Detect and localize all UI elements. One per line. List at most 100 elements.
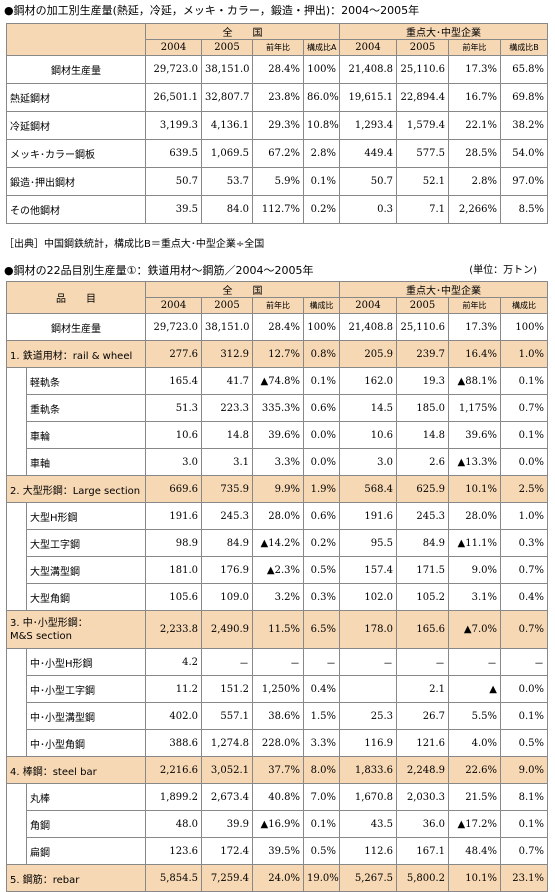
table-row: その他鋼材 39.5 84.0 112.7% 0.2% 0.3 7.1 2,266% 8.5%	[6, 195, 548, 224]
value-cell: 1.5%	[303, 702, 340, 730]
table-row: 大型角鋼 105.6 109.0 3.2% 0.3% 102.0 105.2 3.1% 0.4%	[6, 583, 548, 611]
column-header: 前年比	[448, 39, 501, 56]
value-cell: 22.1%	[448, 111, 501, 140]
value-cell: 65.8%	[500, 55, 548, 84]
key-enterprise-group-header: 重点大･中型企業	[339, 23, 548, 40]
value-cell: 98.9	[145, 529, 202, 557]
value-cell: 17.3%	[448, 55, 501, 84]
category-label: 1. 鉄道用材：rail & wheel	[6, 340, 146, 368]
value-cell: 1.9%	[303, 475, 340, 503]
column-header: 構成比B	[500, 39, 548, 56]
value-cell: 10.6	[145, 421, 202, 449]
value-cell: 7.0%	[303, 783, 340, 811]
value-cell: 19.0%	[303, 864, 340, 892]
value-cell: ▲88.1%	[448, 367, 501, 395]
row-label: 中･小型H形鋼	[26, 648, 146, 676]
value-cell: 52.1	[396, 167, 449, 196]
value-cell: 48.0	[145, 810, 202, 838]
value-cell: 32,807.7	[201, 83, 253, 112]
value-cell: －	[500, 648, 548, 676]
row-label: 中･小型工字鋼	[26, 675, 146, 703]
table-row: 中･小型角鋼 388.6 1,274.8 228.0% 3.3% 116.9 121.6 4.…	[6, 729, 548, 757]
value-cell: 25,110.6	[396, 313, 449, 341]
value-cell: 112.6	[339, 837, 397, 865]
row-label: 中･小型溝型鋼	[26, 702, 146, 730]
value-cell: ▲17.2%	[448, 810, 501, 838]
value-cell: 48.4%	[448, 837, 501, 865]
column-header: 2005	[396, 297, 449, 314]
table-row: 鋼材生産量 29,723.0 38,151.0 28.4% 100% 21,408.8 25…	[6, 55, 548, 84]
value-cell: 1,293.4	[339, 111, 397, 140]
value-cell: 3,052.1	[201, 756, 253, 784]
value-cell: ▲16.9%	[252, 810, 304, 838]
value-cell: 0.7%	[500, 837, 548, 865]
value-cell: 38.2%	[500, 111, 548, 140]
indent-cell	[6, 648, 27, 676]
value-cell: 577.5	[396, 139, 449, 168]
value-cell: 38.6%	[252, 702, 304, 730]
row-label: 車軸	[26, 448, 146, 476]
source-note: ［出典］中国鋼鉄統計，構成比B＝重点大･中型企業÷全国	[4, 239, 265, 250]
value-cell: 39.6%	[252, 421, 304, 449]
value-cell: 84.9	[396, 529, 449, 557]
value-cell: 0.1%	[500, 702, 548, 730]
value-cell: 11.2	[145, 675, 202, 703]
row-label: 扁鋼	[26, 837, 146, 865]
indent-cell	[6, 675, 27, 703]
column-header: 2004	[145, 297, 202, 314]
table-row: 丸棒 1,899.2 2,673.4 40.8% 7.0% 1,670.8 2,030.3 2…	[6, 783, 548, 811]
value-cell: 157.4	[339, 556, 397, 584]
indent-cell	[6, 729, 27, 757]
value-cell: 228.0%	[252, 729, 304, 757]
column-header: 2005	[396, 39, 449, 56]
value-cell: 5.5%	[448, 702, 501, 730]
value-cell: 1,250%	[252, 675, 304, 703]
table-row: 冷延鋼材 3,199.3 4,136.1 29.3% 10.8% 1,293.4 1,579…	[6, 111, 548, 140]
value-cell: 19.3	[396, 367, 449, 395]
row-label: 鋼材生産量	[6, 313, 146, 341]
value-cell: 21.5%	[448, 783, 501, 811]
value-cell: 29,723.0	[145, 313, 202, 341]
indent-cell	[6, 367, 27, 395]
value-cell: 151.2	[201, 675, 253, 703]
item-header: 品 目	[6, 281, 146, 314]
value-cell: ▲11.1%	[448, 529, 501, 557]
value-cell: 669.6	[145, 475, 202, 503]
table-row: 中･小型溝型鋼 402.0 557.1 38.6% 1.5% 25.3 26.7 5.5% 0.…	[6, 702, 548, 730]
value-cell: 2,266%	[448, 195, 501, 224]
value-cell: 21,408.8	[339, 55, 397, 84]
value-cell: 121.6	[396, 729, 449, 757]
value-cell: 0.1%	[303, 167, 340, 196]
value-cell: 1,069.5	[201, 139, 253, 168]
column-header: 2004	[339, 297, 397, 314]
national-group-header: 全 国	[145, 281, 340, 298]
value-cell: 3.1	[201, 448, 253, 476]
value-cell: 1,670.8	[339, 783, 397, 811]
value-cell: 165.6	[396, 610, 449, 649]
value-cell: 388.6	[145, 729, 202, 757]
table-row: 角鋼 48.0 39.9 ▲16.9% 0.1% 43.5 36.0 ▲17.2% 0.1%	[6, 810, 548, 838]
value-cell: 3.2%	[252, 583, 304, 611]
value-cell: 2,490.9	[201, 610, 253, 649]
indent-cell	[6, 394, 27, 422]
value-cell: 102.0	[339, 583, 397, 611]
value-cell: －	[339, 648, 397, 676]
value-cell: 16.4%	[448, 340, 501, 368]
value-cell: 100%	[303, 55, 340, 84]
value-cell: 1,579.4	[396, 111, 449, 140]
row-label: 鋼材生産量	[6, 55, 146, 84]
row-label: 大型溝型鋼	[26, 556, 146, 584]
value-cell: 239.7	[396, 340, 449, 368]
value-cell: 28.0%	[448, 502, 501, 530]
category-label: 4. 棒鋼：steel bar	[6, 756, 146, 784]
value-cell: 0.3%	[500, 529, 548, 557]
indent-cell	[6, 810, 27, 838]
value-cell: 84.0	[201, 195, 253, 224]
value-cell: 245.3	[396, 502, 449, 530]
value-cell: 50.7	[339, 167, 397, 196]
table-row: 重軌条 51.3 223.3 335.3% 0.6% 14.5 185.0 1,175% 0.7…	[6, 394, 548, 422]
value-cell: 0.5%	[303, 837, 340, 865]
value-cell: 1,274.8	[201, 729, 253, 757]
value-cell: 402.0	[145, 702, 202, 730]
value-cell: 0.4%	[500, 583, 548, 611]
